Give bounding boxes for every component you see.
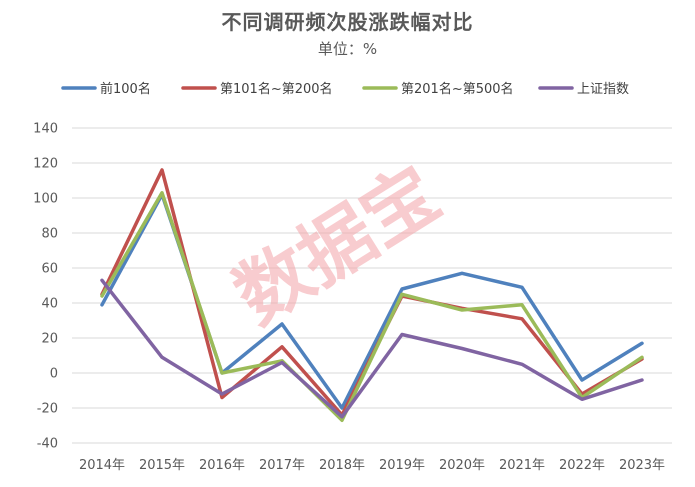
x-tick-label: 2016年 (199, 458, 245, 473)
x-tick-label: 2022年 (559, 458, 605, 473)
legend-label: 上证指数 (577, 82, 629, 97)
series-lines (100, 168, 644, 423)
series-line-3 (100, 191, 644, 423)
legend-label: 第101名~第200名 (220, 81, 333, 97)
series-line-4 (100, 278, 644, 419)
x-tick-label: 2015年 (139, 458, 185, 473)
watermark-text: 数据宝 (220, 150, 454, 341)
x-tick-label: 2019年 (379, 458, 425, 473)
y-tick-label: 100 (33, 192, 58, 207)
x-tick-label: 2020年 (439, 458, 485, 473)
x-axis-ticks: 2014年 2015年 2016年 2017年 2018年 2019年 2020年 2021年… (79, 458, 665, 473)
y-tick-label: 0 (50, 367, 58, 382)
y-tick-label: 60 (41, 262, 58, 277)
x-tick-label: 2018年 (319, 458, 365, 473)
y-tick-label: -20 (37, 402, 58, 417)
y-tick-label: 20 (41, 332, 58, 347)
chart-title: 不同调研频次股涨跌幅对比 (221, 10, 474, 34)
legend: 前100名 第101名~第200名 第201名~第500名 上证指数 (61, 81, 629, 97)
y-tick-label: 140 (33, 122, 58, 137)
x-tick-label: 2021年 (499, 458, 545, 473)
x-tick-label: 2023年 (619, 458, 665, 473)
legend-label: 前100名 (100, 81, 151, 97)
x-tick-label: 2014年 (79, 458, 125, 473)
gridlines (72, 127, 672, 444)
x-tick-label: 2017年 (259, 458, 305, 473)
y-tick-label: -40 (37, 437, 58, 452)
y-axis-ticks: -40 -20 0 20 40 60 80 100 120 140 (33, 122, 58, 452)
y-tick-label: 120 (33, 157, 58, 172)
chart-subtitle: 单位：% (317, 40, 378, 58)
y-tick-label: 80 (41, 227, 58, 242)
watermark: 数据宝 (220, 150, 454, 341)
legend-label: 第201名~第500名 (401, 81, 514, 97)
y-tick-label: 40 (41, 297, 58, 312)
